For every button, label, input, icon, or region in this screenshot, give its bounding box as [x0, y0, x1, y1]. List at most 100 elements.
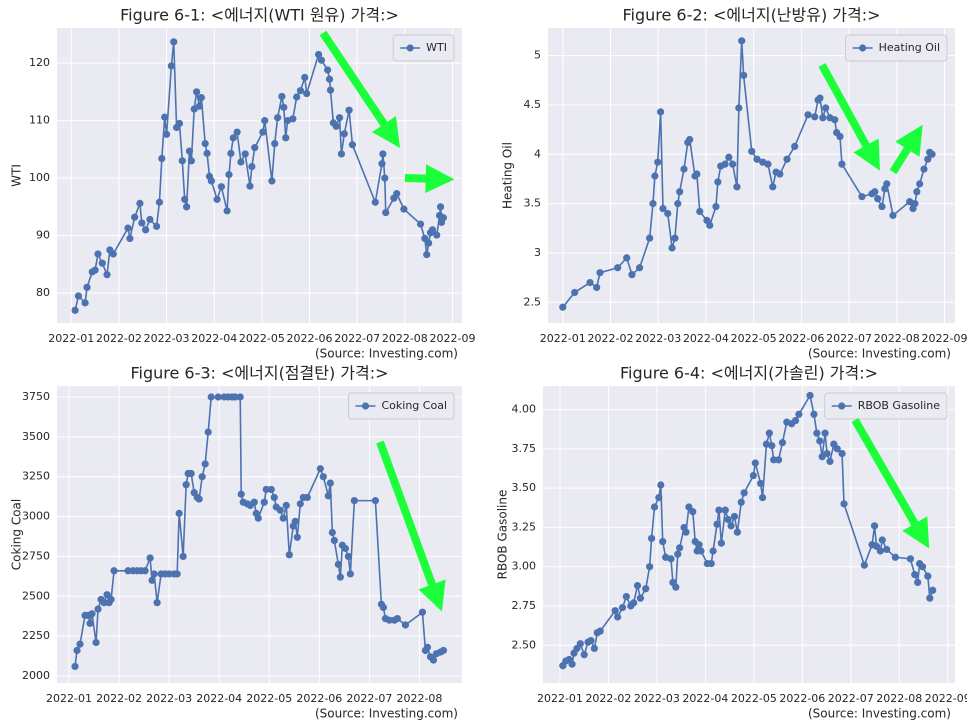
point	[791, 416, 800, 425]
arrow	[404, 164, 455, 193]
y-axis-label: Heating Oil	[501, 142, 515, 209]
point	[204, 428, 212, 436]
point	[165, 570, 173, 578]
point	[88, 610, 96, 618]
point	[657, 481, 665, 489]
point	[721, 160, 729, 168]
point	[713, 520, 721, 528]
point	[207, 393, 215, 401]
point	[296, 500, 304, 508]
point	[150, 570, 158, 578]
point	[816, 437, 824, 445]
x-tick-label: 2022-08	[874, 332, 920, 345]
point	[725, 153, 733, 161]
y-tick-label: 100	[29, 171, 50, 184]
point	[71, 306, 79, 314]
point	[689, 508, 697, 516]
x-tick-label: 2022-09	[429, 332, 475, 345]
point	[593, 283, 601, 292]
point	[833, 445, 841, 453]
y-tick-label: 80	[36, 286, 50, 299]
point	[379, 150, 387, 158]
point	[630, 599, 638, 607]
y-tick-label: 3250	[22, 470, 50, 483]
point	[400, 205, 408, 213]
point	[207, 177, 215, 185]
point	[753, 155, 761, 163]
point	[806, 391, 814, 400]
point	[740, 71, 748, 79]
point	[293, 533, 301, 541]
point	[860, 561, 868, 569]
point	[439, 646, 448, 655]
point	[348, 141, 357, 149]
x-tick-label: 2022-04	[191, 332, 237, 345]
y-axis-label: Coking Coal	[10, 499, 24, 570]
y-tick-label: 2.5	[524, 295, 542, 308]
point	[838, 160, 846, 168]
point	[695, 541, 703, 549]
point	[715, 506, 723, 514]
point	[326, 86, 335, 94]
point	[71, 662, 79, 671]
point	[91, 266, 99, 274]
point	[110, 567, 118, 575]
point	[303, 89, 311, 98]
point	[664, 209, 672, 218]
point	[586, 278, 594, 287]
point	[98, 259, 106, 267]
point	[248, 162, 256, 171]
point	[724, 515, 732, 524]
point	[324, 66, 332, 74]
point	[282, 134, 290, 142]
point	[714, 178, 722, 186]
y-tick-label: 2.50	[512, 638, 537, 651]
point	[217, 183, 225, 191]
point	[730, 512, 739, 521]
point	[213, 195, 221, 203]
point	[649, 200, 657, 208]
point	[231, 393, 239, 401]
point	[659, 537, 667, 546]
point	[126, 234, 134, 243]
point	[618, 603, 627, 612]
point	[928, 150, 936, 158]
point	[109, 250, 117, 258]
point	[344, 552, 352, 561]
point	[650, 503, 659, 511]
x-tick-label: 2022-06	[296, 692, 342, 705]
point	[891, 553, 899, 561]
point	[655, 493, 663, 502]
point	[871, 188, 879, 196]
point	[425, 239, 433, 247]
point	[181, 195, 189, 203]
point	[821, 429, 829, 437]
legend-box	[392, 34, 455, 62]
point	[559, 303, 567, 311]
point	[183, 203, 191, 211]
point	[393, 614, 402, 623]
point	[285, 551, 293, 559]
y-tick-label: 3.00	[512, 560, 537, 573]
point	[92, 638, 100, 647]
point	[131, 213, 139, 221]
point	[858, 193, 866, 201]
point	[107, 595, 115, 604]
point	[182, 481, 190, 489]
point	[769, 183, 777, 191]
point	[416, 220, 425, 228]
point	[874, 195, 882, 203]
x-tick-label: 2022-08	[396, 692, 442, 705]
x-tick-label: 2022-04	[682, 692, 728, 705]
point	[733, 183, 741, 191]
point	[654, 158, 662, 166]
point	[301, 73, 309, 82]
plot-area	[57, 28, 462, 323]
source-note: (Source: Investing.com)	[315, 347, 458, 361]
point	[330, 536, 338, 545]
point	[813, 429, 821, 437]
point	[103, 591, 111, 599]
y-tick-label: 3500	[22, 430, 50, 443]
point	[324, 492, 332, 500]
